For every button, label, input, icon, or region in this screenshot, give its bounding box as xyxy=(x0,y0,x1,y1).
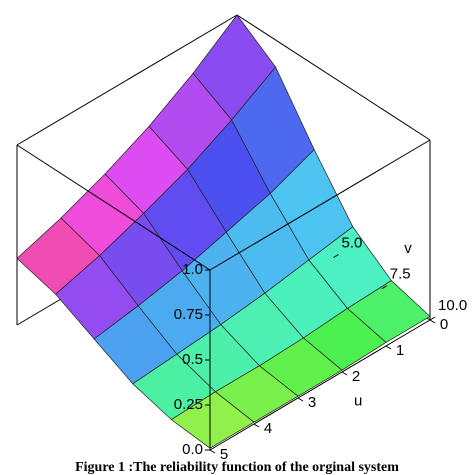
x-axis-label: u xyxy=(354,392,362,409)
u-tick xyxy=(341,371,348,376)
u-tick-label: 5 xyxy=(220,446,228,463)
box-edge xyxy=(236,14,431,141)
u-tick-label: 3 xyxy=(308,394,316,411)
box-edge xyxy=(16,144,211,271)
u-tick xyxy=(253,423,260,428)
u-tick-label: 2 xyxy=(352,368,360,385)
box-edge xyxy=(16,14,238,146)
u-tick xyxy=(297,397,304,402)
box-edge xyxy=(209,139,431,271)
u-tick-label: 4 xyxy=(264,420,272,437)
caption: Figure 1 :The reliability function of th… xyxy=(75,460,399,475)
z-tick-label: 0.5 xyxy=(182,351,203,368)
z-tick-label: 0.75 xyxy=(174,306,203,323)
z-tick-label: 1.0 xyxy=(182,261,203,278)
v-tick xyxy=(381,285,388,290)
v-tick-label: 7.5 xyxy=(390,266,411,283)
u-tick xyxy=(209,449,216,454)
z-tick-label: 0.0 xyxy=(182,441,203,458)
u-tick xyxy=(429,319,436,324)
v-tick xyxy=(429,316,436,321)
v-tick-label: 5.0 xyxy=(342,234,363,251)
u-tick-label: 0 xyxy=(440,316,448,333)
v-tick xyxy=(333,254,339,258)
u-tick-label: 1 xyxy=(396,342,404,359)
u-axis xyxy=(209,319,431,451)
z-tick-label: 0.25 xyxy=(174,396,203,413)
y-axis-label: v xyxy=(404,240,412,257)
v-tick-label: 10.0 xyxy=(438,297,467,314)
u-tick xyxy=(385,345,392,350)
